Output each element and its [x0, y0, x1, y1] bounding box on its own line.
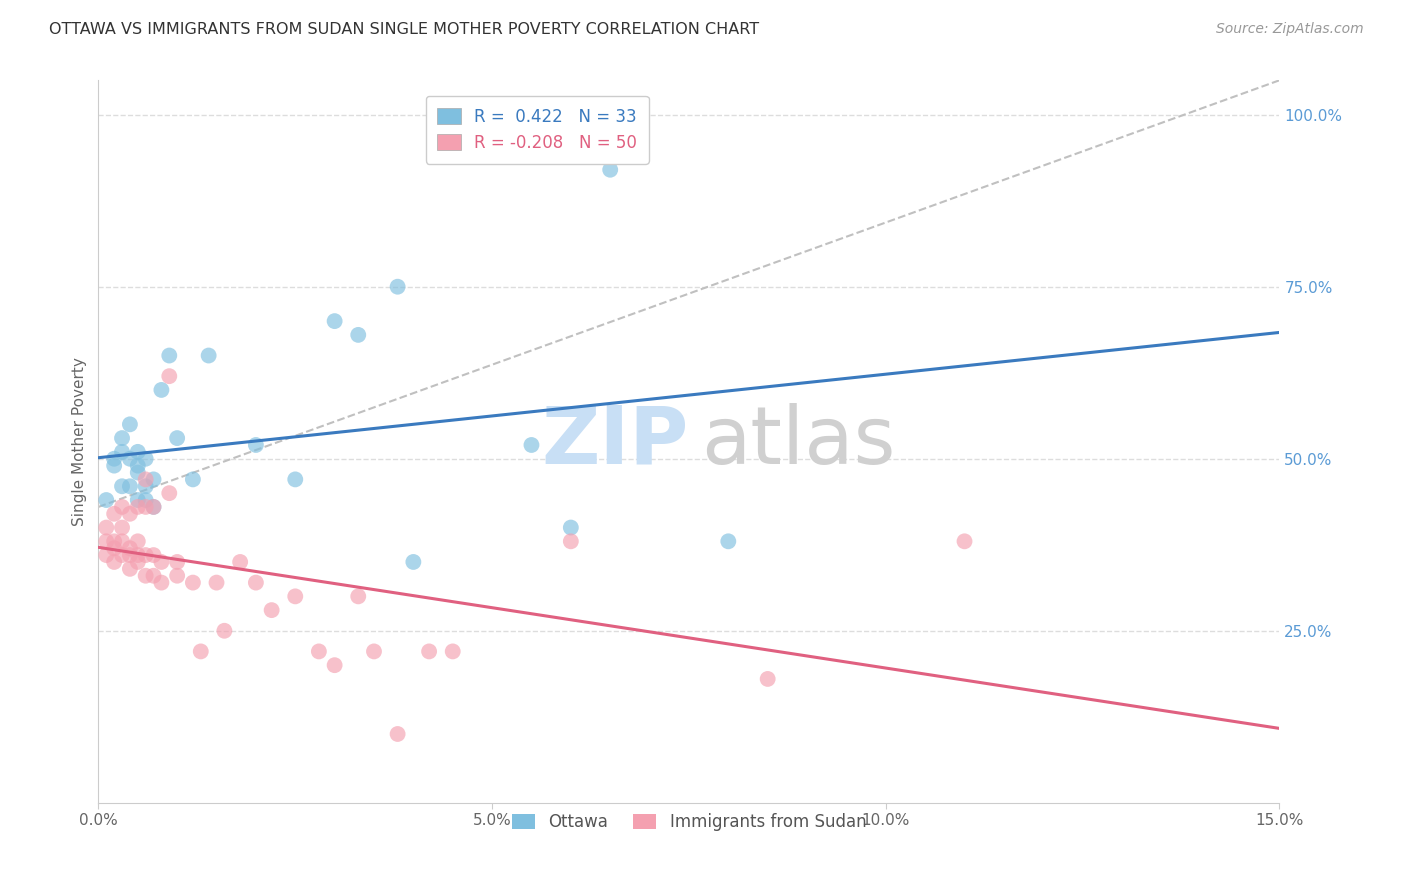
- Point: [150, 575, 173, 590]
- Point: [127, 445, 149, 459]
- Text: ZIP: ZIP: [541, 402, 689, 481]
- Point: [127, 458, 149, 473]
- Point: [150, 383, 173, 397]
- Point: [560, 534, 582, 549]
- Point: [118, 507, 141, 521]
- Point: [181, 472, 204, 486]
- Point: [520, 438, 543, 452]
- Point: [111, 520, 134, 534]
- Point: [441, 644, 464, 658]
- Point: [111, 534, 134, 549]
- Point: [387, 279, 409, 293]
- Point: [229, 555, 252, 569]
- Point: [111, 500, 134, 514]
- Point: [127, 534, 149, 549]
- Point: [166, 431, 188, 445]
- Point: [245, 438, 267, 452]
- Point: [96, 548, 118, 562]
- Point: [197, 349, 219, 363]
- Point: [387, 727, 409, 741]
- Point: [157, 349, 180, 363]
- Point: [599, 162, 621, 177]
- Point: [363, 644, 385, 658]
- Point: [245, 575, 267, 590]
- Point: [118, 548, 141, 562]
- Point: [135, 472, 157, 486]
- Point: [111, 479, 134, 493]
- Point: [118, 562, 141, 576]
- Point: [135, 479, 157, 493]
- Point: [142, 548, 165, 562]
- Point: [135, 568, 157, 582]
- Point: [142, 500, 165, 514]
- Point: [214, 624, 236, 638]
- Point: [717, 534, 740, 549]
- Point: [103, 555, 125, 569]
- Point: [96, 520, 118, 534]
- Point: [135, 493, 157, 508]
- Point: [118, 479, 141, 493]
- Text: atlas: atlas: [700, 402, 896, 481]
- Point: [127, 500, 149, 514]
- Point: [157, 369, 180, 384]
- Point: [142, 500, 165, 514]
- Point: [103, 541, 125, 556]
- Point: [142, 472, 165, 486]
- Point: [402, 555, 425, 569]
- Point: [560, 520, 582, 534]
- Text: OTTAWA VS IMMIGRANTS FROM SUDAN SINGLE MOTHER POVERTY CORRELATION CHART: OTTAWA VS IMMIGRANTS FROM SUDAN SINGLE M…: [49, 22, 759, 37]
- Point: [135, 500, 157, 514]
- Point: [284, 590, 307, 604]
- Point: [127, 548, 149, 562]
- Point: [205, 575, 228, 590]
- Point: [111, 445, 134, 459]
- Text: Source: ZipAtlas.com: Source: ZipAtlas.com: [1216, 22, 1364, 37]
- Point: [157, 486, 180, 500]
- Point: [118, 541, 141, 556]
- Point: [103, 534, 125, 549]
- Point: [953, 534, 976, 549]
- Point: [135, 548, 157, 562]
- Point: [190, 644, 212, 658]
- Point: [127, 493, 149, 508]
- Point: [111, 431, 134, 445]
- Point: [347, 590, 370, 604]
- Point: [111, 548, 134, 562]
- Point: [142, 568, 165, 582]
- Point: [323, 658, 346, 673]
- Point: [103, 507, 125, 521]
- Point: [118, 451, 141, 466]
- Point: [118, 417, 141, 432]
- Legend: Ottawa, Immigrants from Sudan: Ottawa, Immigrants from Sudan: [505, 806, 873, 838]
- Point: [135, 451, 157, 466]
- Point: [284, 472, 307, 486]
- Point: [756, 672, 779, 686]
- Point: [96, 534, 118, 549]
- Point: [418, 644, 440, 658]
- Point: [166, 555, 188, 569]
- Point: [347, 327, 370, 342]
- Point: [323, 314, 346, 328]
- Point: [127, 555, 149, 569]
- Point: [150, 555, 173, 569]
- Point: [127, 466, 149, 480]
- Point: [260, 603, 283, 617]
- Point: [181, 575, 204, 590]
- Point: [103, 458, 125, 473]
- Point: [96, 493, 118, 508]
- Point: [166, 568, 188, 582]
- Point: [103, 451, 125, 466]
- Point: [308, 644, 330, 658]
- Y-axis label: Single Mother Poverty: Single Mother Poverty: [72, 357, 87, 526]
